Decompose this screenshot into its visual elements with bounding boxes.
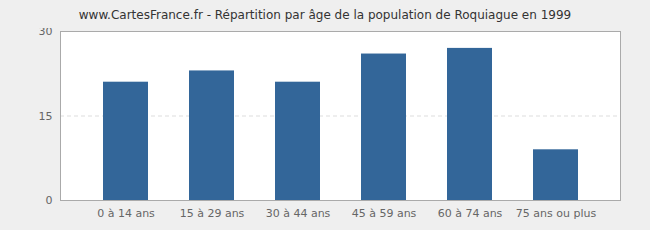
svg-text:75 ans ou plus: 75 ans ou plus (516, 207, 597, 220)
svg-text:15: 15 (39, 110, 53, 123)
svg-text:45 à 59 ans: 45 à 59 ans (352, 207, 417, 220)
html-text:www.CartesFrance.fr - Répartit: www.CartesFrance.fr - Répartition par âg… (78, 8, 572, 22)
svg-text:60 à 74 ans: 60 à 74 ans (438, 207, 503, 220)
svg-text:0 à 14 ans: 0 à 14 ans (97, 207, 155, 220)
svg-text:0: 0 (46, 194, 53, 207)
svg-text:30 à 44 ans: 30 à 44 ans (266, 207, 331, 220)
svg-text:15 à 29 ans: 15 à 29 ans (180, 207, 245, 220)
svg-text:30: 30 (39, 28, 53, 38)
